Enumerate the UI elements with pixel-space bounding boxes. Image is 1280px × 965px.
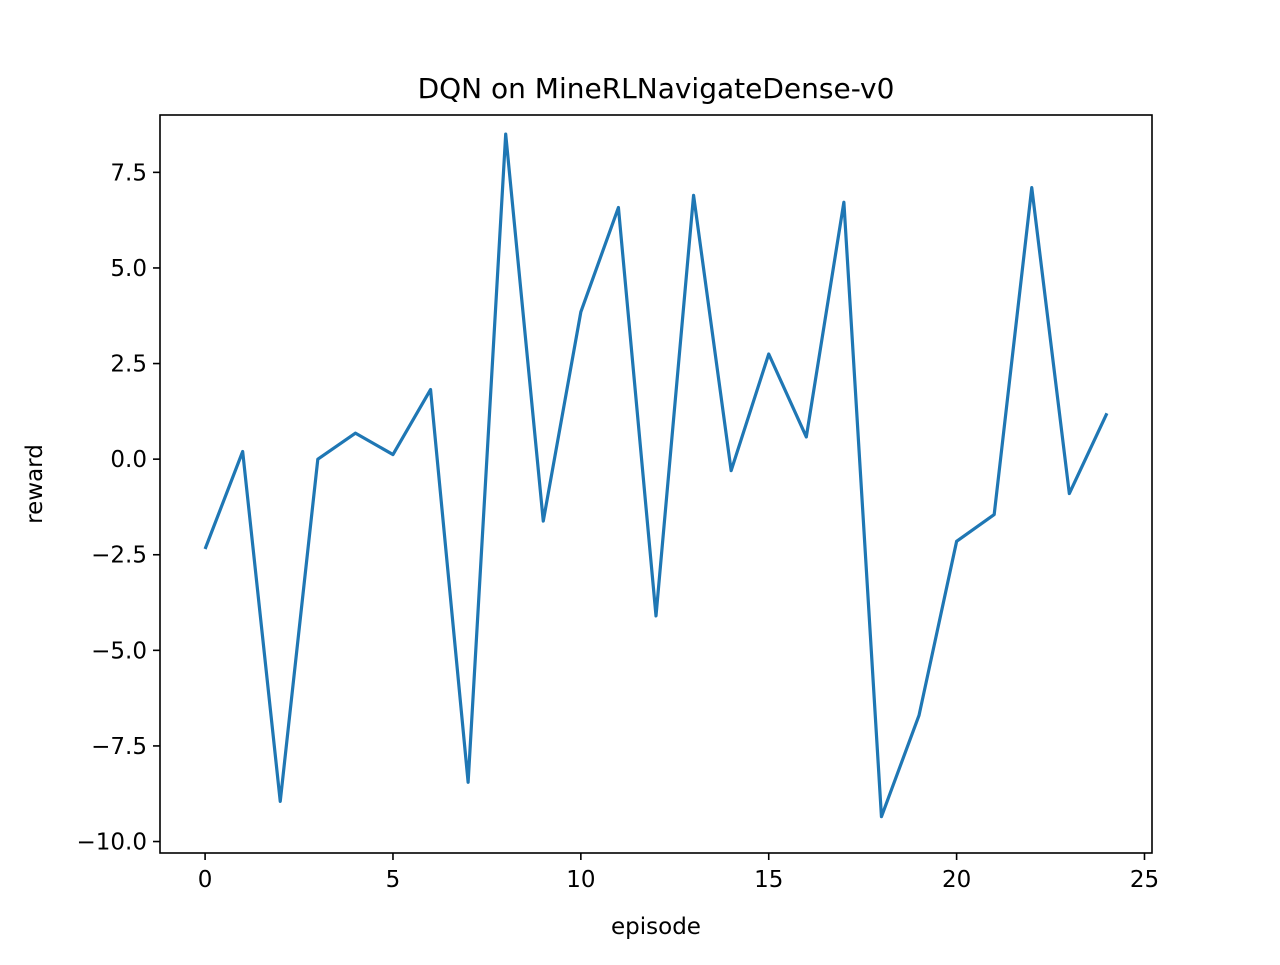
y-tick-label: 7.5 [110,160,147,186]
ticks-layer: 0 5 10 15 20 25 −10.0 −7.5 −5.0 −2.5 0.0 2.5 5.0 7.5 [77,160,1160,893]
y-tick-label: −5.0 [91,638,147,664]
x-axis-label: episode [611,914,701,940]
plot-area-frame [159,114,1153,854]
x-tick-label: 0 [198,867,213,893]
x-tick-label: 10 [566,867,595,893]
y-tick-label: −10.0 [77,830,147,856]
y-tick-label: 5.0 [110,256,147,282]
x-tick-label: 20 [942,867,971,893]
chart-title: DQN on MineRLNavigateDense-v0 [418,72,895,105]
y-tick-label: −2.5 [91,543,147,569]
series-line [203,132,1109,819]
series-layer [203,132,1109,819]
x-tick-label: 15 [754,867,783,893]
x-tick-label: 5 [386,867,401,893]
y-tick-label: 0.0 [110,447,147,473]
y-tick-label: 2.5 [110,352,147,378]
y-axis-label: reward [22,444,48,524]
x-tick-label: 25 [1130,867,1159,893]
y-tick-label: −7.5 [91,734,147,760]
